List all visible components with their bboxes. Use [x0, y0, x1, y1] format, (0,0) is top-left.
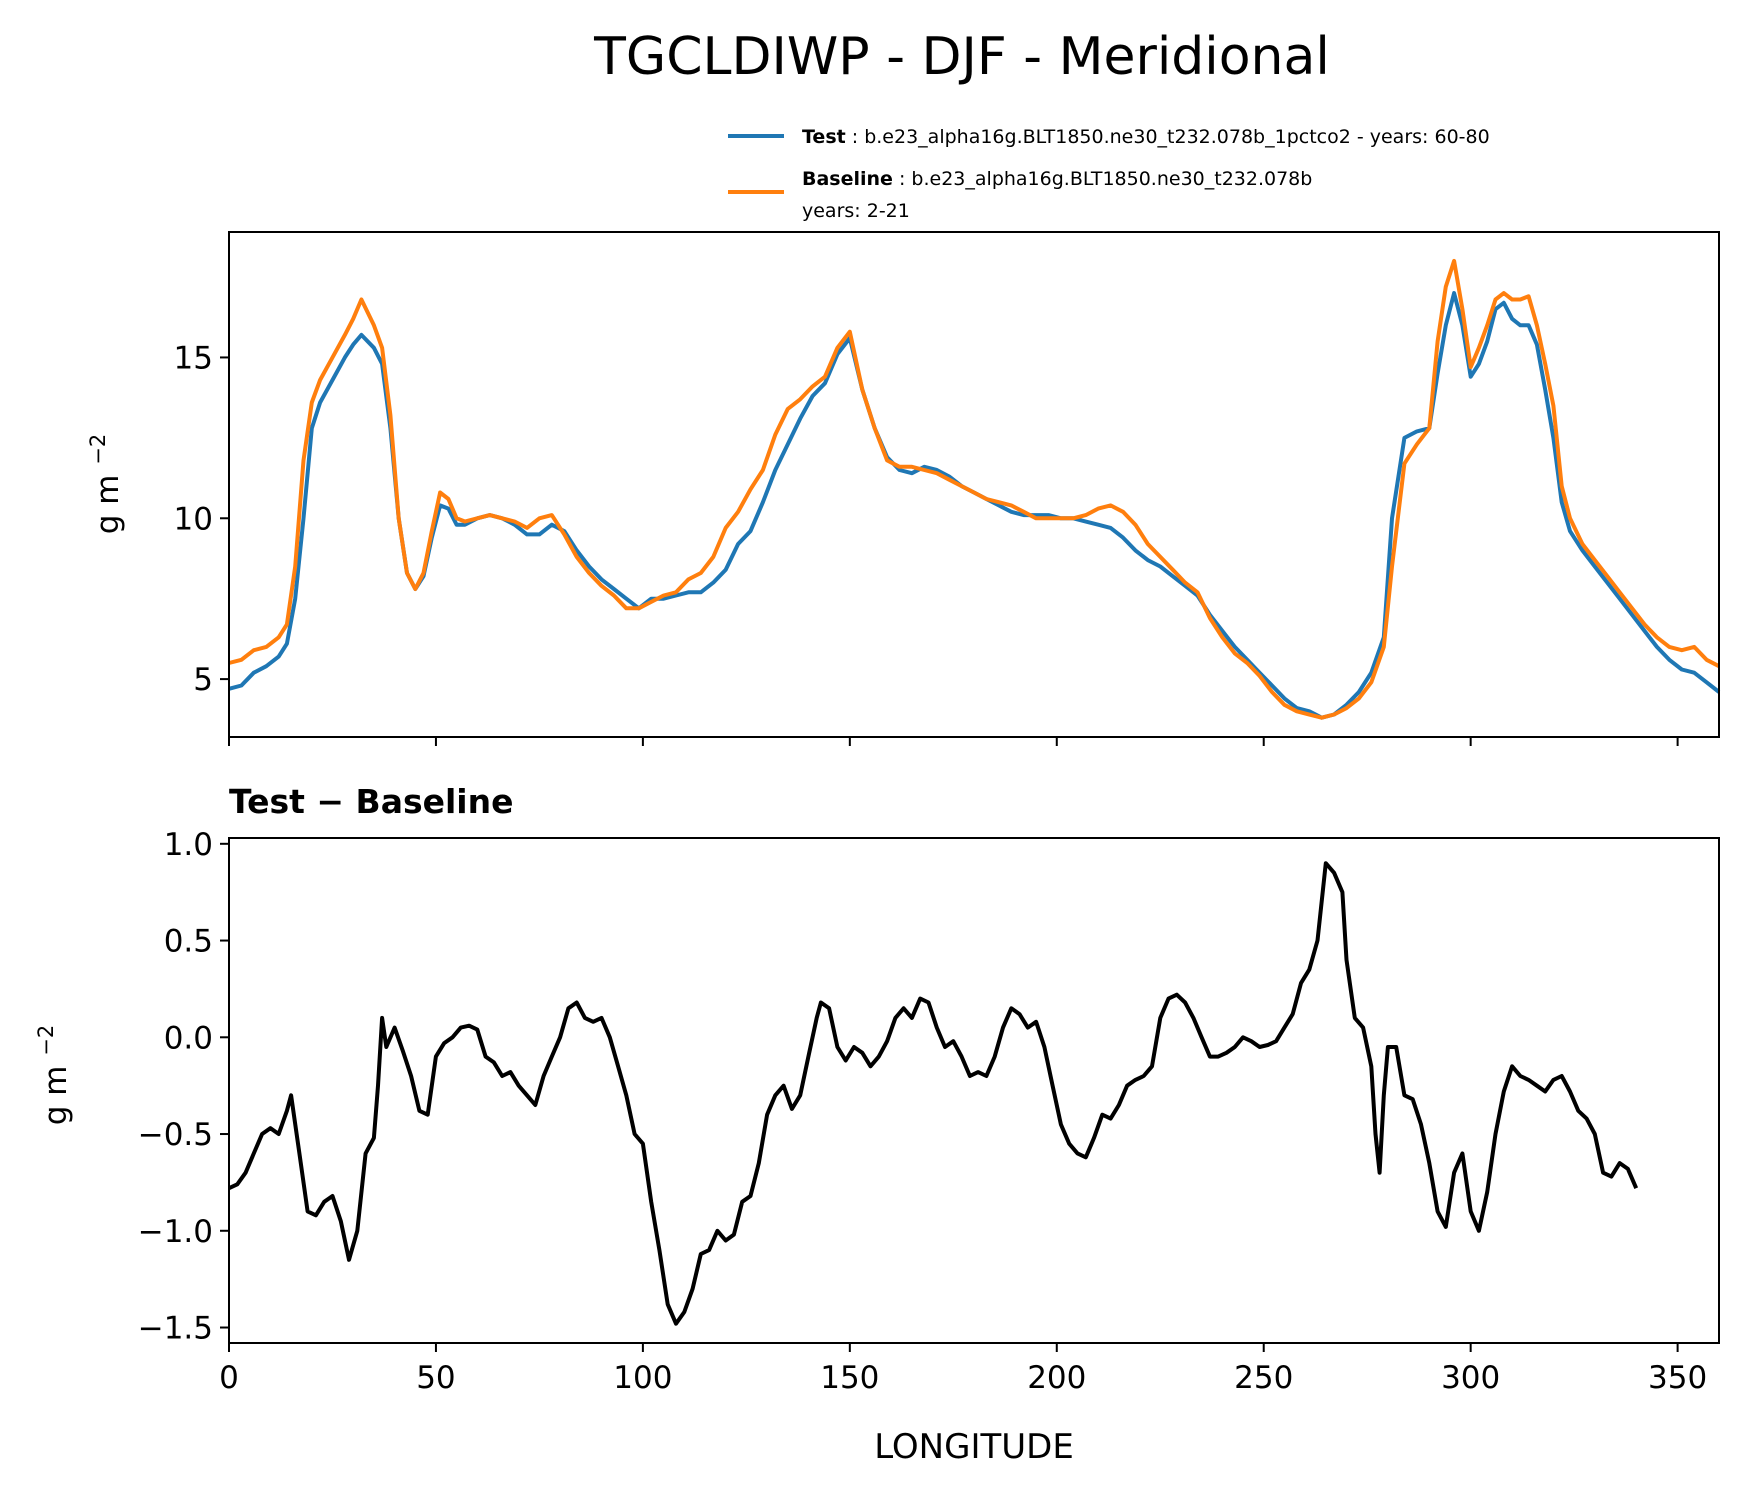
bottom-xtick-label-5: 250: [1234, 1360, 1293, 1396]
bottom-axes-frame: [228, 837, 1720, 1344]
bottom-xtick-label-3: 150: [820, 1360, 879, 1396]
bottom-ytick-label-1: −1.0: [138, 1214, 213, 1250]
legend-label-baseline: Baseline : b.e23_alpha16g.BLT1850.ne30_t…: [802, 168, 1312, 190]
bottom-series: [228, 861, 1639, 1326]
bottom-ylabel-text: g m: [38, 1066, 74, 1126]
bottom-xtick-label-6: 300: [1441, 1360, 1500, 1396]
bottom-xtick-label-4: 200: [1027, 1360, 1086, 1396]
bottom-ylabel-exponent: −2: [34, 1025, 58, 1056]
legend-label-test: Test : b.e23_alpha16g.BLT1850.ne30_t232.…: [802, 126, 1490, 148]
top-series: [228, 258, 1721, 720]
legend-baseline-desc: : b.e23_alpha16g.BLT1850.ne30_t232.078b: [899, 168, 1312, 190]
bottom-xtick-label-7: 350: [1648, 1360, 1707, 1396]
legend-baseline-years: years: 2-21: [802, 200, 910, 222]
bottom-panel: Test − Baseline −1.5 −1.0 −0.5 0.0 0.5 1.0 0 50…: [34, 782, 1720, 1467]
bottom-xtick-label-1: 50: [416, 1360, 455, 1396]
legend-test-bold: Test: [802, 126, 846, 148]
bottom-title: Test − Baseline: [229, 782, 514, 821]
bottom-ytick-label-3: 0.0: [164, 1020, 213, 1056]
top-ylabel-exponent: −2: [86, 434, 110, 465]
top-ylabel: g m −2: [86, 434, 126, 535]
bottom-plot-area: −1.5 −1.0 −0.5 0.0 0.5 1.0 0 50 100 150 200 250 300 3…: [138, 827, 1720, 1396]
top-ylabel-text: g m: [90, 475, 126, 535]
chart-title: TGCLDIWP - DJF - Meridional: [593, 27, 1330, 87]
top-ytick-label-2: 15: [174, 340, 213, 376]
top-series-line-baseline: [228, 258, 1720, 720]
bottom-series-line-test-baseline: [228, 861, 1639, 1326]
bottom-ylabel: g m −2: [34, 1025, 74, 1126]
bottom-xtick-label-0: 0: [219, 1360, 239, 1396]
bottom-ytick-label-2: −0.5: [138, 1117, 213, 1153]
bottom-ytick-label-0: −1.5: [138, 1311, 213, 1347]
top-ytick-label-0: 5: [193, 662, 213, 698]
legend-baseline-bold: Baseline: [802, 168, 893, 190]
bottom-xtick-label-2: 100: [613, 1360, 672, 1396]
top-ticks: 5 10 15: [174, 340, 1679, 746]
bottom-ticks: −1.5 −1.0 −0.5 0.0 0.5 1.0 0 50 100 150 200 250 300 3…: [138, 827, 1707, 1396]
top-panel: 5 10 15 g m −2: [86, 231, 1721, 746]
top-ytick-label-1: 10: [174, 501, 213, 537]
top-axes-frame: [228, 231, 1720, 738]
legend-test-desc: : b.e23_alpha16g.BLT1850.ne30_t232.078b_…: [852, 126, 1490, 148]
top-plot-area: 5 10 15: [174, 231, 1721, 746]
bottom-ytick-label-4: 0.5: [164, 924, 213, 960]
legend: Test : b.e23_alpha16g.BLT1850.ne30_t232.…: [728, 126, 1490, 222]
bottom-ytick-label-5: 1.0: [164, 827, 213, 863]
bottom-xlabel: LONGITUDE: [874, 1427, 1074, 1467]
